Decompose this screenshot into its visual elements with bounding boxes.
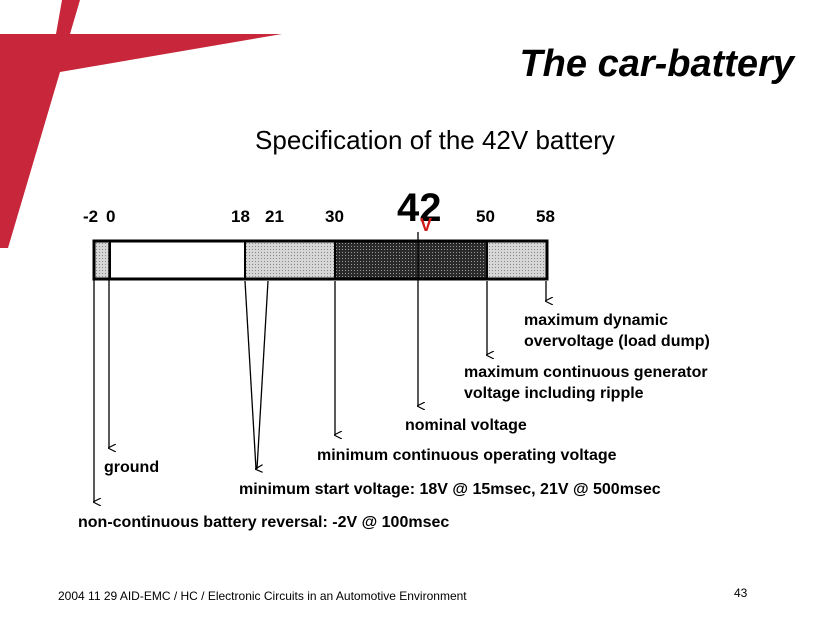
- tick-label-58: 58: [536, 207, 555, 226]
- segment-50-to-58: [487, 241, 547, 279]
- segment-30-to-50: [335, 241, 487, 279]
- page-number: 43: [734, 586, 748, 600]
- label-max-dynamic-2: overvoltage (load dump): [524, 333, 710, 350]
- segment-18-to-30: [245, 241, 335, 279]
- arrow-start-21: [256, 280, 269, 470]
- label-ground: ground: [104, 459, 159, 476]
- logo-42v-unit: V: [420, 215, 432, 235]
- tick-label-50: 50: [476, 207, 495, 226]
- label-min-start: minimum start voltage: 18V @ 15msec, 21V…: [239, 481, 661, 498]
- footer-text: 2004 11 29 AID-EMC / HC / Electronic Cir…: [58, 589, 467, 603]
- logo-red-cross: [0, 0, 282, 248]
- label-max-continuous-1: maximum continuous generator: [464, 364, 708, 381]
- pointer-arrows: [94, 232, 546, 502]
- arrow-start-18: [244, 280, 256, 469]
- segment-0-to-18: [110, 241, 245, 279]
- label-max-dynamic-1: maximum dynamic: [524, 312, 668, 329]
- logo-42v-digits: 42: [397, 186, 442, 230]
- voltage-bar: [92, 239, 549, 281]
- tick-label-30: 30: [325, 207, 344, 226]
- logo-42v: 42 V: [397, 186, 442, 235]
- tick-label-0: 0: [106, 207, 115, 226]
- label-nominal: nominal voltage: [405, 417, 527, 434]
- tick-label-18: 18: [231, 207, 250, 226]
- label-reversal: non-continuous battery reversal: -2V @ 1…: [78, 514, 449, 531]
- label-min-operating: minimum continuous operating voltage: [317, 447, 617, 464]
- page-subtitle: Specification of the 42V battery: [255, 125, 615, 155]
- tick-label-21: 21: [265, 207, 284, 226]
- segment-neg2-to-0: [94, 241, 110, 279]
- tick-label-neg2: -2: [83, 207, 98, 226]
- page-title: The car-battery: [519, 43, 794, 85]
- label-max-continuous-2: voltage including ripple: [464, 385, 644, 402]
